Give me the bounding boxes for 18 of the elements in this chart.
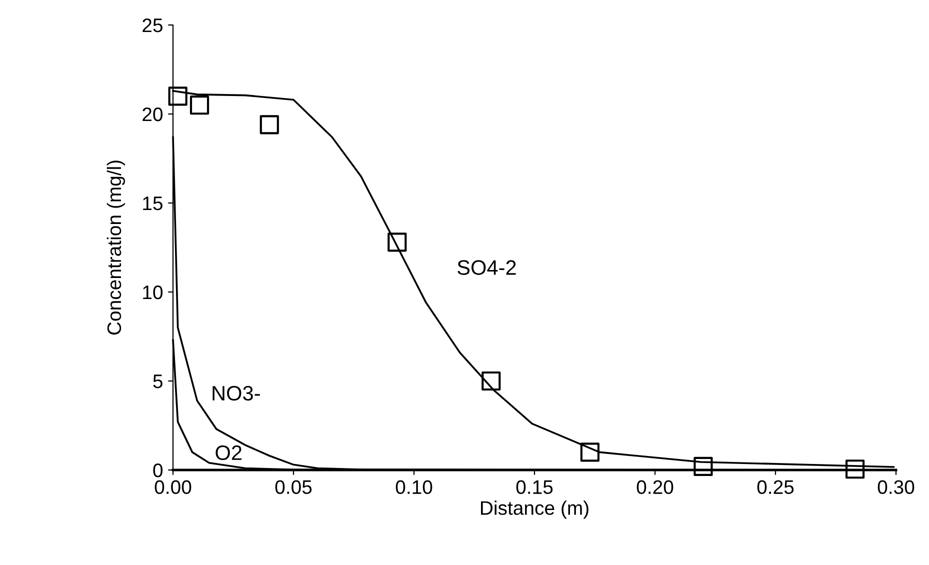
- x-tick-label: 0.30: [878, 480, 914, 494]
- x-axis-title: Distance (m): [480, 500, 588, 519]
- x-tick-label: 0.15: [516, 480, 553, 494]
- x-tick-label: 0.25: [757, 480, 794, 494]
- y-tick-label: 5: [153, 374, 162, 388]
- series-label: NO3-: [212, 386, 260, 401]
- x-tick-label: 0.20: [636, 480, 674, 494]
- x-tick-label: 0.10: [396, 480, 432, 494]
- y-tick-label: 25: [142, 18, 162, 32]
- y-tick-label: 0: [153, 463, 163, 478]
- x-tick-label: 0.00: [154, 480, 192, 494]
- y-tick-label: 20: [142, 107, 163, 122]
- y-axis-title: Concentration (mg/l): [106, 160, 125, 335]
- series-label: SO4-2: [458, 260, 516, 275]
- x-tick-label: 0.05: [275, 480, 312, 494]
- y-tick-label: 10: [143, 285, 163, 300]
- y-tick-label: 15: [143, 196, 162, 210]
- series-label: O2: [216, 445, 242, 460]
